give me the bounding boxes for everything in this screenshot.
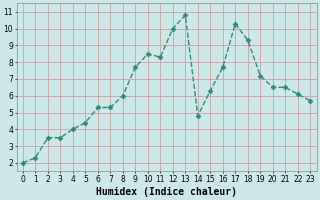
- X-axis label: Humidex (Indice chaleur): Humidex (Indice chaleur): [96, 186, 237, 197]
